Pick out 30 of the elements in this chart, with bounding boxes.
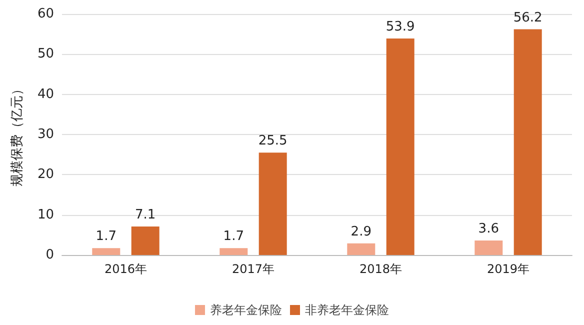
data-label: 25.5 — [258, 134, 288, 149]
data-label: 56.2 — [513, 10, 542, 26]
y-axis-title: 规模保费（亿元） — [10, 82, 25, 186]
y-tick-label: 60 — [37, 6, 54, 22]
y-tick-label: 10 — [37, 207, 54, 222]
y-tick-label: 40 — [37, 86, 54, 102]
legend-label: 养老年金保险 — [210, 303, 282, 317]
legend-label: 非养老年金保险 — [305, 303, 389, 317]
bar — [386, 38, 414, 255]
bar — [347, 243, 376, 255]
bar — [474, 240, 503, 255]
data-label: 2.9 — [350, 224, 372, 240]
data-label: 1.7 — [96, 229, 116, 244]
bar — [258, 152, 287, 255]
data-label: 53.9 — [386, 20, 415, 34]
y-tick-label: 50 — [37, 46, 54, 62]
y-tick-label: 20 — [37, 167, 54, 182]
x-tick-label: 2017年 — [232, 262, 275, 276]
bar — [131, 226, 160, 255]
bar — [220, 248, 248, 255]
y-tick-label: 30 — [37, 127, 54, 142]
data-label: 3.6 — [478, 222, 499, 237]
data-label: 1.7 — [223, 229, 244, 244]
y-tick-label: 0 — [46, 248, 54, 262]
x-tick-label: 2018年 — [359, 262, 402, 276]
x-tick-label: 2016年 — [104, 262, 148, 276]
bar — [514, 29, 542, 255]
bar — [92, 248, 120, 255]
data-label: 7.1 — [135, 207, 156, 222]
x-tick-label: 2019年 — [486, 262, 530, 276]
